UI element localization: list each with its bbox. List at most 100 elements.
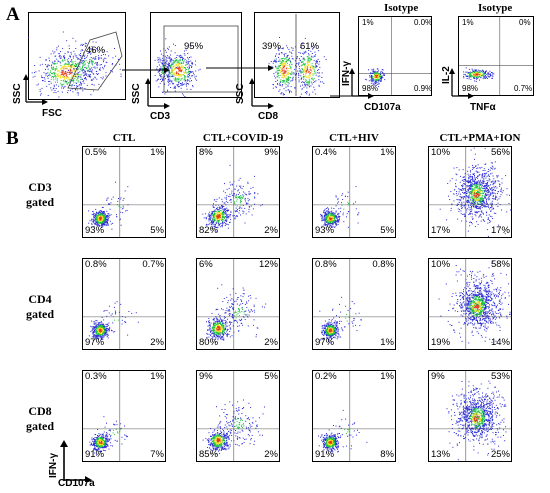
event-dot [91,226,93,228]
event-dot [311,67,313,68]
event-dot [223,210,225,211]
event-dot [92,64,94,66]
event-dot [249,199,251,201]
event-dot [458,201,460,203]
event-dot [485,185,486,187]
event-dot [369,73,371,75]
event-dot [254,203,256,205]
event-dot [493,178,495,180]
event-dot [165,51,167,53]
event-dot [106,51,108,53]
event-dot [104,326,106,328]
event-dot [87,70,89,72]
event-dot [60,76,62,78]
event-dot [94,77,96,79]
event-dot [169,59,171,61]
event-dot [279,65,280,67]
event-dot [216,209,218,211]
event-dot [91,79,93,81]
event-dot [87,53,89,54]
event-dot [302,76,304,78]
event-dot [240,185,242,187]
event-dot [106,215,108,217]
event-dot [478,76,480,78]
event-dot [477,200,479,202]
event-dot [50,78,52,80]
event-dot [287,81,289,83]
event-dot [482,194,484,196]
event-dot [218,220,220,222]
event-dot [332,216,334,218]
event-dot [242,194,244,196]
event-dot [492,195,494,197]
event-dot [83,54,84,56]
event-dot [482,219,484,220]
event-dot [470,185,472,187]
event-dot [97,221,99,223]
event-dot [309,86,311,88]
event-dot [486,186,488,188]
event-dot [105,219,107,221]
event-dot [470,210,472,212]
event-dot [472,189,474,191]
event-dot [214,224,216,225]
event-dot [480,191,482,193]
event-dot [54,72,55,74]
quadrant-ur-r0-c3: 56% [490,147,510,158]
event-dot [95,56,97,57]
event-dot [98,58,100,60]
event-dot [185,60,187,62]
event-dot [187,68,189,70]
event-dot [479,188,481,190]
event-dot [486,202,488,204]
event-dot [106,224,108,226]
event-dot [54,63,56,65]
event-dot [486,190,488,192]
event-dot [96,214,98,216]
event-dot [282,77,284,79]
event-dot [496,176,498,178]
event-dot [168,78,170,80]
event-dot [100,222,102,224]
event-dot [450,210,452,212]
event-dot [475,73,477,75]
event-dot [96,48,98,50]
event-dot [218,216,220,218]
event-dot [223,222,225,224]
event-dot [210,213,212,215]
event-dot [219,217,221,218]
event-dot [174,72,176,74]
event-dot [168,64,170,66]
event-dot [97,218,99,220]
event-dot [184,96,186,97]
event-dot [379,78,381,80]
event-dot [186,62,188,64]
event-dot [380,80,382,82]
event-dot [67,61,69,63]
event-dot [97,225,99,227]
event-dot [64,81,66,83]
event-dot [336,218,338,220]
event-dot [63,73,65,75]
event-dot [217,217,219,219]
event-dot [66,82,68,84]
event-dot [68,64,70,66]
event-dot [59,55,61,57]
event-dot [94,336,96,338]
event-dot [304,72,306,73]
event-dot [470,191,472,192]
event-dot [467,230,469,232]
event-dot [469,171,471,173]
event-dot [221,221,223,223]
event-dot [165,63,167,64]
event-dot [472,203,474,205]
event-dot [302,84,303,86]
event-dot [461,203,463,205]
event-dot [295,65,296,67]
event-dot [481,182,483,184]
event-dot [220,212,221,214]
event-dot [68,78,70,80]
event-dot [450,190,452,192]
event-dot [102,66,104,68]
event-dot [484,77,486,78]
